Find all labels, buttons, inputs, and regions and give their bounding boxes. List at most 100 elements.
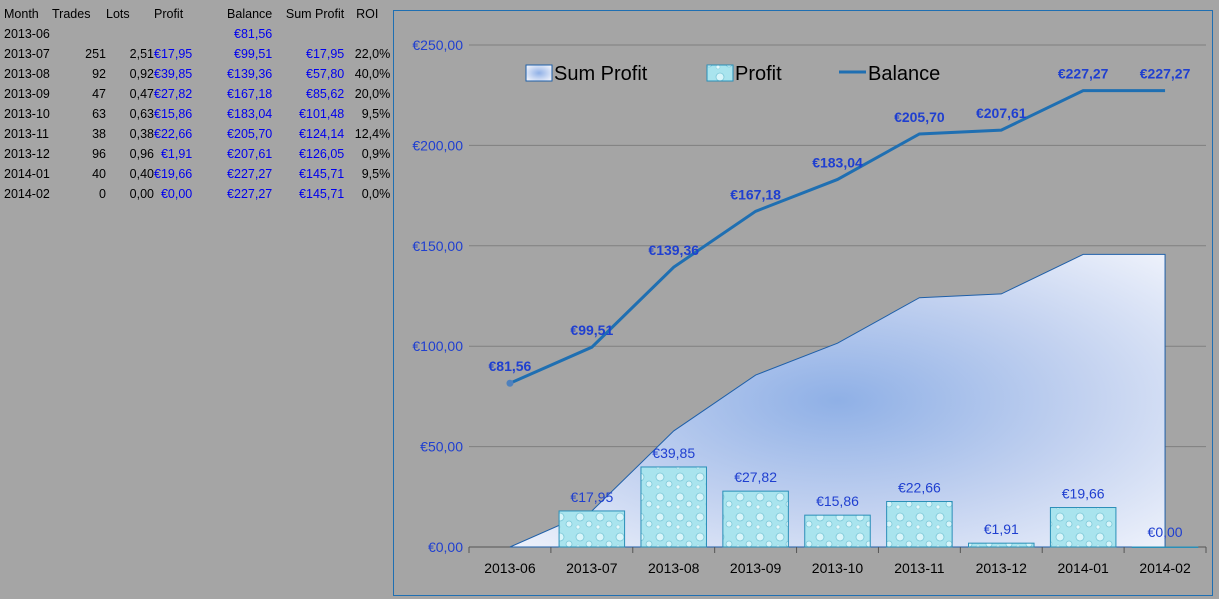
cell-trades[interactable]: 251 xyxy=(85,47,106,61)
cell-sum-profit[interactable]: €124,14 xyxy=(299,127,345,141)
cell-trades[interactable] xyxy=(52,24,106,44)
cell-roi[interactable]: 20,0% xyxy=(354,87,391,101)
cell-lots[interactable]: 2,51 xyxy=(129,47,154,61)
table-row: 2013-06 €81,56 xyxy=(4,24,390,44)
cell-lots[interactable]: 0,47 xyxy=(129,87,154,101)
cell-balance[interactable]: €183,04 xyxy=(227,107,273,121)
header-month[interactable]: Month xyxy=(4,7,39,21)
cell-lots[interactable]: 0,38 xyxy=(129,127,154,141)
cell-sum-profit[interactable]: €85,62 xyxy=(306,87,345,101)
cell-roi[interactable]: 12,4% xyxy=(354,127,391,141)
cell-sum-profit[interactable]: €57,80 xyxy=(306,67,345,81)
header-profit[interactable]: Profit xyxy=(154,7,184,21)
cell-month[interactable]: 2014-02 xyxy=(4,187,50,201)
header-balance[interactable]: Balance xyxy=(227,7,273,21)
cell-month[interactable]: 2013-08 xyxy=(4,67,50,81)
cell-profit[interactable]: €27,82 xyxy=(154,87,193,101)
cell-profit[interactable] xyxy=(154,24,192,44)
cell-trades[interactable]: 47 xyxy=(92,87,106,101)
y-tick-label: €0,00 xyxy=(428,539,463,555)
cell-lots[interactable]: 0,92 xyxy=(129,67,154,81)
x-tick-label: 2013-08 xyxy=(648,560,700,576)
balance-point xyxy=(506,379,514,387)
cell-roi[interactable]: 0,9% xyxy=(361,147,391,161)
profit-data-label: €27,82 xyxy=(734,469,777,485)
cell-roi[interactable]: 22,0% xyxy=(354,47,391,61)
cell-sum-profit[interactable] xyxy=(272,24,344,44)
cell-profit[interactable]: €22,66 xyxy=(154,127,193,141)
legend-label-profit: Profit xyxy=(735,63,782,85)
cell-trades[interactable]: 96 xyxy=(92,147,106,161)
cell-balance[interactable]: €227,27 xyxy=(227,167,273,181)
profit-data-label: €17,95 xyxy=(570,489,613,505)
table-row: 2013-09 47 0,47 €27,82 €167,18 €85,62 20,0% xyxy=(4,84,390,104)
cell-trades[interactable]: 0 xyxy=(99,187,106,201)
cell-trades[interactable]: 63 xyxy=(92,107,106,121)
cell-roi[interactable] xyxy=(344,24,390,44)
cell-lots[interactable] xyxy=(106,24,154,44)
cell-month[interactable]: 2013-09 xyxy=(4,87,50,101)
header-roi[interactable]: ROI xyxy=(356,7,379,21)
table-row: 2013-08 92 0,92 €39,85 €139,36 €57,80 40,0% xyxy=(4,64,390,84)
profit-bar xyxy=(1049,507,1117,548)
profit-bar xyxy=(558,510,626,548)
cell-month[interactable]: 2013-12 xyxy=(4,147,50,161)
cell-profit[interactable]: €0,00 xyxy=(160,187,193,201)
cell-roi[interactable]: 40,0% xyxy=(354,67,391,81)
header-trades[interactable]: Trades xyxy=(52,7,91,21)
profit-bar xyxy=(968,542,1035,548)
cell-sum-profit[interactable]: €101,48 xyxy=(299,107,345,121)
profit-data-label: €22,66 xyxy=(898,479,941,495)
cell-month[interactable]: 2013-11 xyxy=(4,127,49,141)
cell-roi[interactable]: 9,5% xyxy=(361,107,391,121)
profit-bar xyxy=(1131,546,1199,548)
cell-month[interactable]: 2014-01 xyxy=(4,167,50,181)
cell-profit[interactable]: €15,86 xyxy=(154,107,193,121)
y-tick-label: €100,00 xyxy=(412,338,463,354)
profit-data-label: €39,85 xyxy=(652,445,695,461)
cell-sum-profit[interactable]: €17,95 xyxy=(306,47,345,61)
cell-balance[interactable]: €139,36 xyxy=(227,67,273,81)
profit-data-label: €1,91 xyxy=(984,521,1019,537)
cell-profit[interactable]: €17,95 xyxy=(154,47,193,61)
cell-profit[interactable]: €1,91 xyxy=(160,147,193,161)
cell-profit[interactable]: €19,66 xyxy=(154,167,193,181)
cell-trades[interactable]: 38 xyxy=(92,127,106,141)
profit-data-label: €19,66 xyxy=(1062,486,1105,502)
table-row: 2013-07 251 2,51 €17,95 €99,51 €17,95 22,0% xyxy=(4,44,390,64)
balance-data-label: €99,51 xyxy=(570,322,613,338)
cell-roi[interactable]: 0,0% xyxy=(361,187,391,201)
header-lots[interactable]: Lots xyxy=(106,7,130,21)
cell-balance[interactable]: €205,70 xyxy=(227,127,273,141)
cell-lots[interactable]: 0,96 xyxy=(129,147,154,161)
y-tick-label: €200,00 xyxy=(412,137,463,153)
cell-sum-profit[interactable]: €145,71 xyxy=(299,187,345,201)
header-sum-profit[interactable]: Sum Profit xyxy=(285,7,345,21)
x-tick-label: 2014-02 xyxy=(1139,560,1191,576)
cell-month[interactable]: 2013-10 xyxy=(4,107,50,121)
cell-trades[interactable]: 92 xyxy=(92,67,106,81)
cell-trades[interactable]: 40 xyxy=(92,167,106,181)
cell-balance[interactable]: €167,18 xyxy=(227,87,273,101)
cell-balance[interactable]: €99,51 xyxy=(234,47,273,61)
cell-month[interactable]: 2013-06 xyxy=(4,27,50,41)
cell-sum-profit[interactable]: €126,05 xyxy=(299,147,345,161)
cell-balance[interactable]: €227,27 xyxy=(227,187,273,201)
cell-profit[interactable]: €39,85 xyxy=(154,67,193,81)
balance-data-label: €139,36 xyxy=(648,242,699,258)
legend-swatch-sum-profit xyxy=(525,64,553,82)
cell-lots[interactable]: 0,63 xyxy=(129,107,154,121)
y-tick-label: €50,00 xyxy=(420,439,463,455)
x-tick-label: 2014-01 xyxy=(1057,560,1109,576)
cell-month[interactable]: 2013-07 xyxy=(4,47,50,61)
cell-lots[interactable]: 0,00 xyxy=(129,187,154,201)
cell-lots[interactable]: 0,40 xyxy=(129,167,154,181)
x-tick-label: 2013-06 xyxy=(484,560,536,576)
cell-balance[interactable]: €207,61 xyxy=(227,147,273,161)
x-tick-label: 2013-07 xyxy=(566,560,618,576)
table-header-row: Month Trades Lots Profit Balance Sum Pro… xyxy=(4,4,390,24)
balance-data-label: €167,18 xyxy=(730,186,781,202)
cell-roi[interactable]: 9,5% xyxy=(361,167,391,181)
cell-sum-profit[interactable]: €145,71 xyxy=(299,167,345,181)
cell-balance[interactable]: €81,56 xyxy=(234,27,273,41)
